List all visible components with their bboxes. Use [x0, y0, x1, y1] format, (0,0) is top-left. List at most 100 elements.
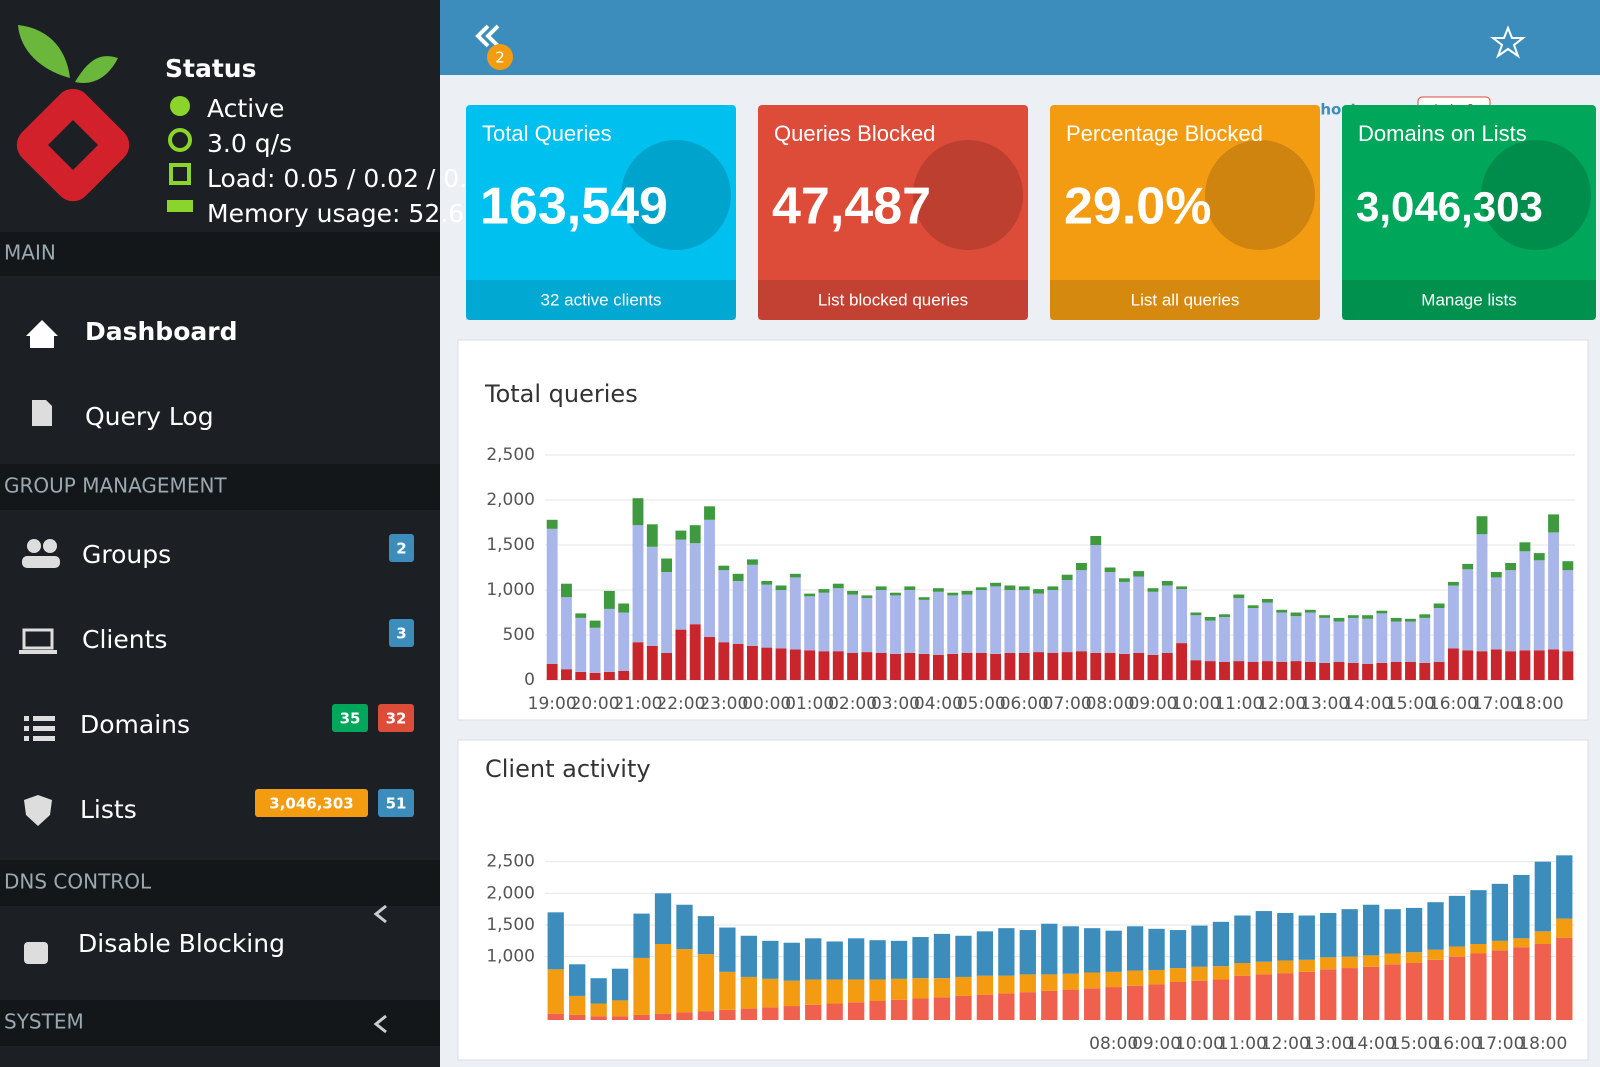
menu-item[interactable]: Dashboard	[85, 317, 237, 346]
bar-segment	[869, 940, 886, 980]
bar-segment	[1176, 589, 1188, 644]
bar-segment	[1333, 662, 1345, 680]
bar-segment	[1534, 861, 1551, 932]
bar-segment	[1556, 855, 1573, 919]
menu-item[interactable]: Lists	[80, 795, 137, 824]
bar-segment	[1147, 588, 1159, 592]
bar-segment	[1161, 585, 1173, 653]
bar-segment	[704, 519, 715, 637]
bar-segment	[1076, 651, 1087, 680]
menu-item[interactable]: Domains	[80, 710, 190, 739]
stat-footer-bg	[1050, 280, 1320, 320]
bar-segment	[589, 672, 601, 680]
bar-segment	[890, 595, 901, 654]
bar-segment	[847, 938, 865, 980]
menu-item[interactable]: Query Log	[85, 402, 214, 431]
bar-segment	[1476, 516, 1488, 535]
bar-segment	[1490, 649, 1502, 680]
bookmark-icon[interactable]	[1490, 25, 1526, 59]
bar-segment	[1062, 973, 1079, 990]
bar-segment	[1147, 591, 1159, 655]
bar-segment	[1548, 532, 1559, 650]
x-tick-label: 04:00	[914, 694, 963, 714]
bar-segment	[1347, 662, 1359, 680]
bar-segment	[1390, 662, 1402, 680]
bar-segment	[1390, 617, 1402, 622]
bar-segment	[1219, 617, 1230, 662]
bar-segment	[676, 904, 693, 950]
x-tick-label: 15:00	[1386, 694, 1435, 714]
bar-segment	[789, 577, 801, 650]
bar-segment	[719, 1009, 736, 1020]
x-tick-label: 22:00	[656, 694, 705, 714]
bar-segment	[632, 525, 644, 643]
menu-item[interactable]: Groups	[82, 540, 171, 569]
bar-segment	[1190, 612, 1202, 616]
x-tick-label: 18:00	[1518, 1034, 1567, 1054]
bar-segment	[847, 1002, 865, 1020]
bar-segment	[975, 653, 987, 680]
bar-segment	[1304, 662, 1316, 680]
notification-badge[interactable]	[487, 44, 513, 70]
bar-segment	[918, 653, 930, 680]
bar-segment	[1320, 957, 1337, 970]
expand-arrow[interactable]	[373, 1014, 387, 1034]
status-item: Memory usage: 52.6 %	[207, 199, 496, 228]
stat-box[interactable]	[1050, 105, 1320, 320]
bar-segment	[603, 671, 615, 680]
menu-item[interactable]: Disable Blocking	[78, 929, 285, 958]
bar-segment	[933, 978, 951, 998]
status-icon	[167, 200, 193, 212]
bar-segment	[1076, 570, 1087, 652]
bar-segment	[775, 585, 787, 590]
badge	[255, 789, 368, 817]
stat-footer: List blocked queries	[818, 290, 968, 309]
x-tick-label: 14:00	[1343, 694, 1392, 714]
x-tick-label: 11:00	[1218, 1034, 1267, 1054]
bar-segment	[1519, 551, 1531, 651]
bar-segment	[1076, 563, 1087, 571]
bar-segment	[1061, 580, 1073, 653]
bar-segment	[861, 652, 873, 680]
menu-item[interactable]: Clients	[82, 625, 167, 654]
bar-segment	[1133, 653, 1145, 680]
bar-segment	[1169, 930, 1187, 969]
bar-segment	[1126, 970, 1144, 986]
bar-segment	[1118, 578, 1130, 582]
bar-segment	[847, 653, 859, 680]
bar-segment	[1276, 612, 1288, 662]
bar-segment	[1062, 926, 1079, 974]
bar-segment	[1341, 909, 1358, 957]
bar-segment	[1447, 585, 1459, 649]
badge	[378, 704, 414, 732]
bar-segment	[1556, 918, 1573, 938]
bar-segment	[633, 1014, 650, 1020]
y-tick-label: 2,500	[486, 852, 535, 872]
x-tick-label: 12:00	[1261, 1034, 1310, 1054]
bar-segment	[561, 597, 572, 670]
x-tick-label: 09:00	[1132, 1034, 1181, 1054]
bar-segment	[1126, 985, 1144, 1020]
y-tick-label: 2,000	[486, 883, 535, 903]
stat-icon	[1481, 140, 1591, 250]
bar-segment	[675, 539, 687, 630]
section-heading: GROUP MANAGEMENT	[4, 474, 227, 498]
bar-segment	[947, 653, 959, 680]
bar-segment	[1290, 616, 1302, 662]
icon	[24, 716, 55, 741]
bar-segment	[1384, 909, 1401, 954]
bar-segment	[746, 564, 758, 646]
bar-segment	[1405, 621, 1416, 662]
expand-arrow[interactable]	[373, 904, 387, 924]
bar-segment	[1276, 662, 1288, 680]
bar-segment	[1004, 585, 1016, 590]
bar-segment	[1062, 989, 1079, 1020]
sidebar-toggle[interactable]	[475, 24, 500, 48]
bar-segment	[947, 592, 959, 596]
stat-box[interactable]	[1342, 105, 1596, 320]
bar-segment	[998, 975, 1015, 994]
bar-segment	[775, 648, 787, 680]
bar-segment	[1169, 982, 1187, 1020]
stat-box[interactable]	[758, 105, 1028, 320]
stat-box[interactable]	[466, 105, 736, 320]
